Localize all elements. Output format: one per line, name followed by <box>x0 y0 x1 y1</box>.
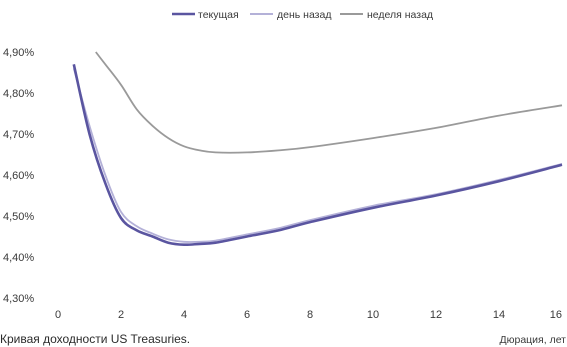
y-axis: 4,30% 4,40% 4,50% 4,60% 4,70% 4,80% 4,90% <box>3 47 34 305</box>
x-tick-label: 12 <box>430 309 442 321</box>
series-line-week-ago <box>95 51 563 154</box>
x-axis: 0 2 4 6 8 10 12 14 16 <box>55 309 562 321</box>
x-tick-label: 2 <box>118 309 124 321</box>
chart-caption: Кривая доходности US Treasuries. <box>0 332 190 346</box>
x-tick-label: 16 <box>550 309 562 321</box>
x-tick-label: 6 <box>244 309 250 321</box>
legend-label-day-ago: день назад <box>277 9 331 21</box>
series-layer <box>72 51 563 247</box>
y-tick-label: 4,50% <box>3 211 34 223</box>
x-tick-label: 0 <box>55 309 61 321</box>
series-line-day-ago <box>72 68 563 243</box>
y-tick-label: 4,40% <box>3 252 34 264</box>
y-tick-label: 4,70% <box>3 129 34 141</box>
x-axis-title: Дюрация, лет <box>500 334 567 346</box>
legend-label-current: текущая <box>198 9 239 21</box>
legend: текущая день назад неделя назад <box>172 9 433 21</box>
x-tick-label: 14 <box>493 309 505 321</box>
y-tick-label: 4,30% <box>3 293 34 305</box>
y-tick-label: 4,60% <box>3 170 34 182</box>
x-tick-label: 4 <box>181 309 187 321</box>
x-tick-label: 10 <box>367 309 379 321</box>
x-tick-label: 8 <box>307 309 313 321</box>
y-tick-label: 4,90% <box>3 47 34 59</box>
legend-label-week-ago: неделя назад <box>367 9 433 21</box>
y-tick-label: 4,80% <box>3 88 34 100</box>
series-line-current <box>72 64 563 247</box>
